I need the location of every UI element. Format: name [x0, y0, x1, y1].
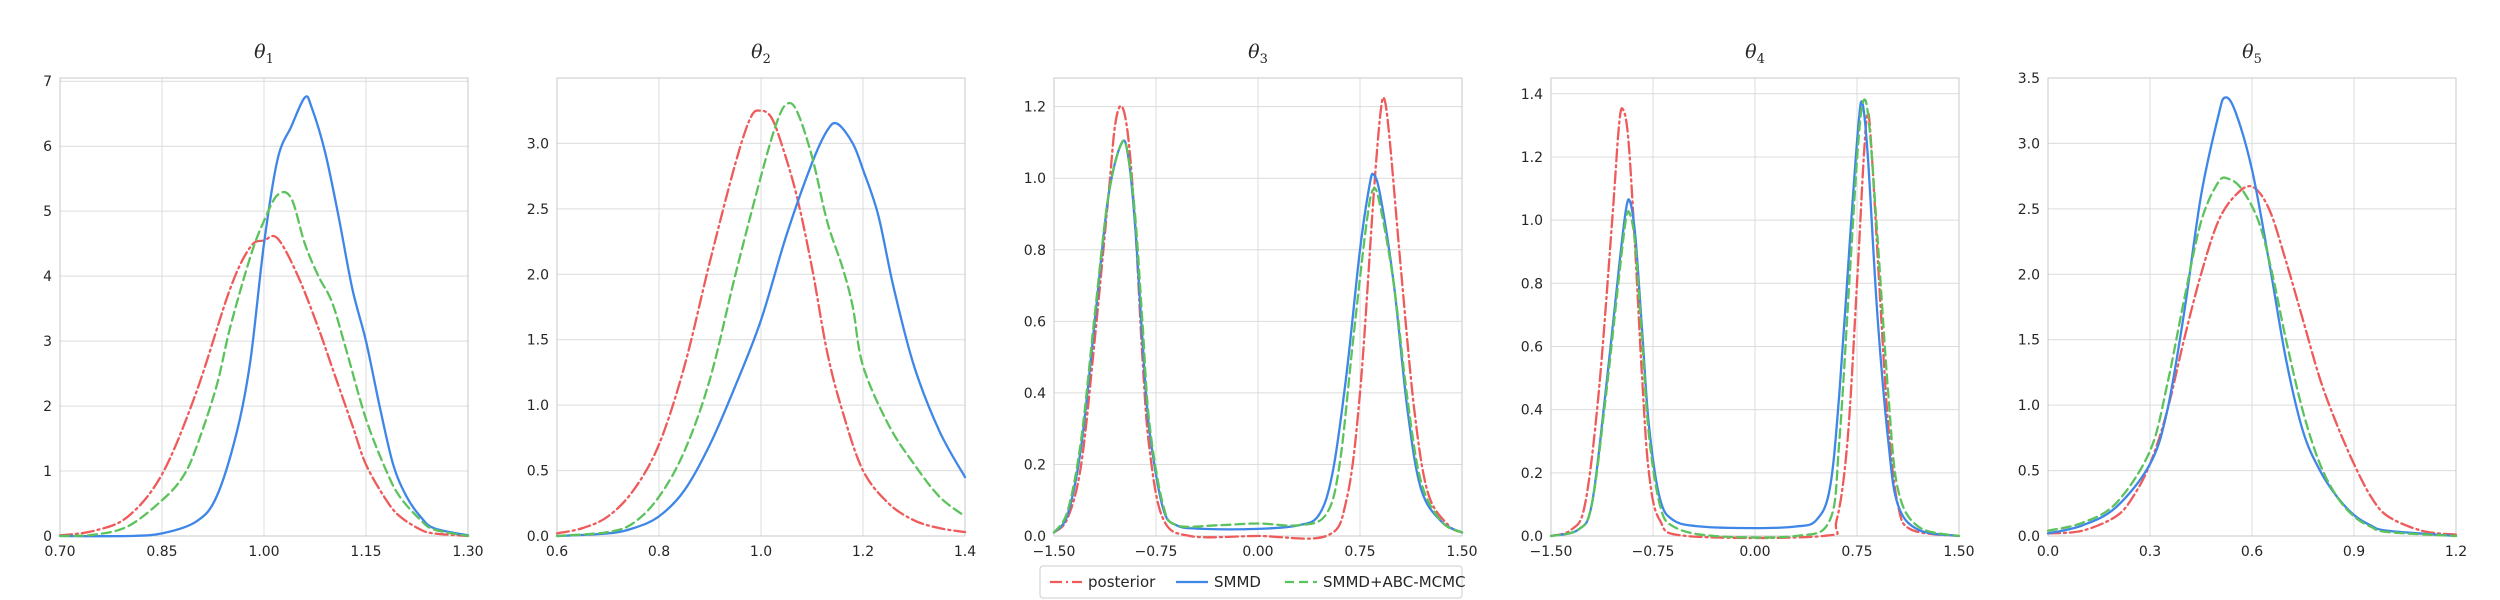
panel-title: θ1 — [254, 41, 274, 67]
panel-title: θ3 — [1248, 41, 1268, 67]
y-tick-label: 5 — [43, 204, 52, 220]
y-tick-label: 0.2 — [1024, 457, 1046, 473]
plot-frame — [2047, 77, 2457, 537]
y-tick-label: 0 — [43, 529, 52, 545]
y-tick-label: 0.5 — [527, 464, 549, 480]
panel-theta-1: 0.70 0.85 1.00 1.15 1.30 0 1 2 3 4 5 6 7 θ1 — [43, 41, 484, 560]
y-tick-label: 1.2 — [1024, 100, 1046, 116]
panel-theta-2: 0.6 0.8 1.0 1.2 1.4 0.0 0.5 1.0 1.5 2.0 2.5 3.0 θ2 — [527, 41, 976, 560]
y-tick-label: 3.0 — [2018, 136, 2040, 152]
x-tick-label: −1.50 — [1033, 544, 1076, 560]
y-tick-label: 6 — [43, 139, 52, 155]
x-tick-label: 1.50 — [1943, 544, 1974, 560]
x-tick-label: 0.9 — [2343, 544, 2365, 560]
x-tick-label: 0.0 — [2037, 544, 2059, 560]
y-tick-label: 0.8 — [1521, 276, 1543, 292]
x-tick-label: 1.00 — [248, 544, 279, 560]
series-line-smmd-abc-mcmc — [1052, 139, 1464, 534]
y-tick-label: 1.5 — [527, 333, 549, 349]
legend-label-smmd-abc-mcmc: SMMD+ABC-MCMC — [1323, 573, 1466, 591]
series-line-smmd-abc-mcmc — [1549, 98, 1961, 539]
x-tick-label: 1.4 — [954, 544, 976, 560]
y-tick-label: 2.0 — [2018, 267, 2040, 283]
panels-group: 0.70 0.85 1.00 1.15 1.30 0 1 2 3 4 5 6 7 θ1 0.6 0.8 1.0 1… — [43, 41, 2467, 560]
series-line-posterior — [2046, 184, 2458, 536]
x-tick-label: 0.85 — [146, 544, 177, 560]
panel-theta-5: 0.0 0.3 0.6 0.9 1.2 0.0 0.5 1.0 1.5 2.0 2.5 3.0 3.5 θ… — [2018, 41, 2467, 560]
x-tick-label: 1.30 — [452, 544, 483, 560]
series-line-smmd-abc-mcmc — [2046, 176, 2458, 538]
x-tick-label: 0.00 — [1242, 544, 1273, 560]
legend-frame — [1039, 565, 1463, 599]
y-tick-label: 1 — [43, 464, 52, 480]
plot-frame — [1550, 77, 1960, 537]
x-tick-label: 1.50 — [1446, 544, 1477, 560]
x-tick-label: 0.70 — [44, 544, 75, 560]
x-tick-label: −1.50 — [1530, 544, 1573, 560]
y-tick-label: 3.5 — [2018, 71, 2040, 87]
x-tick-label: 0.6 — [2241, 544, 2263, 560]
y-tick-label: 1.2 — [1521, 150, 1543, 166]
series-line-smmd — [555, 121, 967, 538]
y-tick-label: 0.4 — [1521, 403, 1543, 419]
y-tick-label: 2.5 — [2018, 202, 2040, 218]
y-tick-label: 0.8 — [1024, 243, 1046, 259]
y-tick-label: 1.0 — [527, 398, 549, 414]
x-tick-label: 0.3 — [2139, 544, 2161, 560]
panel-theta-3: −1.50 −0.75 0.00 0.75 1.50 0.0 0.2 0.4 0.6 0.8 1.0… — [1024, 41, 1478, 560]
plot-frame — [59, 77, 469, 537]
panel-title: θ5 — [2242, 41, 2262, 67]
x-tick-label: 0.75 — [1841, 544, 1872, 560]
panel-theta-4: −1.50 −0.75 0.00 0.75 1.50 0.0 0.2 0.4 0.6 0.8 1.0… — [1521, 41, 1975, 560]
x-tick-label: 1.15 — [350, 544, 381, 560]
legend-label-posterior: posterior — [1088, 573, 1156, 591]
series-line-smmd-abc-mcmc — [555, 101, 967, 538]
series-line-posterior — [58, 234, 470, 538]
y-tick-label: 1.0 — [1024, 171, 1046, 187]
series-line-smmd-abc-mcmc — [58, 190, 470, 538]
x-tick-label: 0.00 — [1739, 544, 1770, 560]
y-tick-label: 0.5 — [2018, 464, 2040, 480]
y-tick-label: 0.2 — [1521, 466, 1543, 482]
series-line-posterior — [555, 109, 967, 535]
x-tick-label: −0.75 — [1135, 544, 1178, 560]
y-tick-label: 1.0 — [2018, 398, 2040, 414]
panel-title: θ4 — [1745, 41, 1765, 67]
x-tick-label: 1.0 — [750, 544, 772, 560]
y-tick-label: 2.5 — [527, 202, 549, 218]
y-tick-label: 0.0 — [2018, 529, 2040, 545]
x-tick-label: 0.8 — [648, 544, 670, 560]
y-tick-label: 2 — [43, 399, 52, 415]
y-tick-label: 2.0 — [527, 267, 549, 283]
plot-frame — [556, 77, 966, 537]
y-tick-label: 0.0 — [527, 529, 549, 545]
x-tick-label: 0.75 — [1344, 544, 1375, 560]
x-tick-label: 1.2 — [2445, 544, 2467, 560]
panel-title: θ2 — [751, 41, 771, 67]
y-tick-label: 0.6 — [1521, 339, 1543, 355]
legend-label-smmd: SMMD — [1214, 573, 1261, 591]
y-tick-label: 4 — [43, 269, 52, 285]
y-tick-label: 1.4 — [1521, 87, 1543, 103]
x-tick-label: −0.75 — [1632, 544, 1675, 560]
y-tick-label: 0.6 — [1024, 314, 1046, 330]
y-tick-label: 3.0 — [527, 136, 549, 152]
y-tick-label: 7 — [43, 74, 52, 90]
y-tick-label: 1.0 — [1521, 213, 1543, 229]
series-line-smmd — [58, 95, 470, 538]
y-tick-label: 0.0 — [1521, 529, 1543, 545]
y-tick-label: 0.4 — [1024, 386, 1046, 402]
y-tick-label: 3 — [43, 334, 52, 350]
y-tick-label: 0.0 — [1024, 529, 1046, 545]
y-tick-label: 1.5 — [2018, 333, 2040, 349]
x-tick-label: 0.6 — [546, 544, 568, 560]
series-line-posterior — [1549, 107, 1961, 540]
series-line-smmd — [1549, 100, 1961, 538]
x-tick-label: 1.2 — [852, 544, 874, 560]
legend: posterior SMMD SMMD+ABC-MCMC — [1039, 565, 1466, 599]
